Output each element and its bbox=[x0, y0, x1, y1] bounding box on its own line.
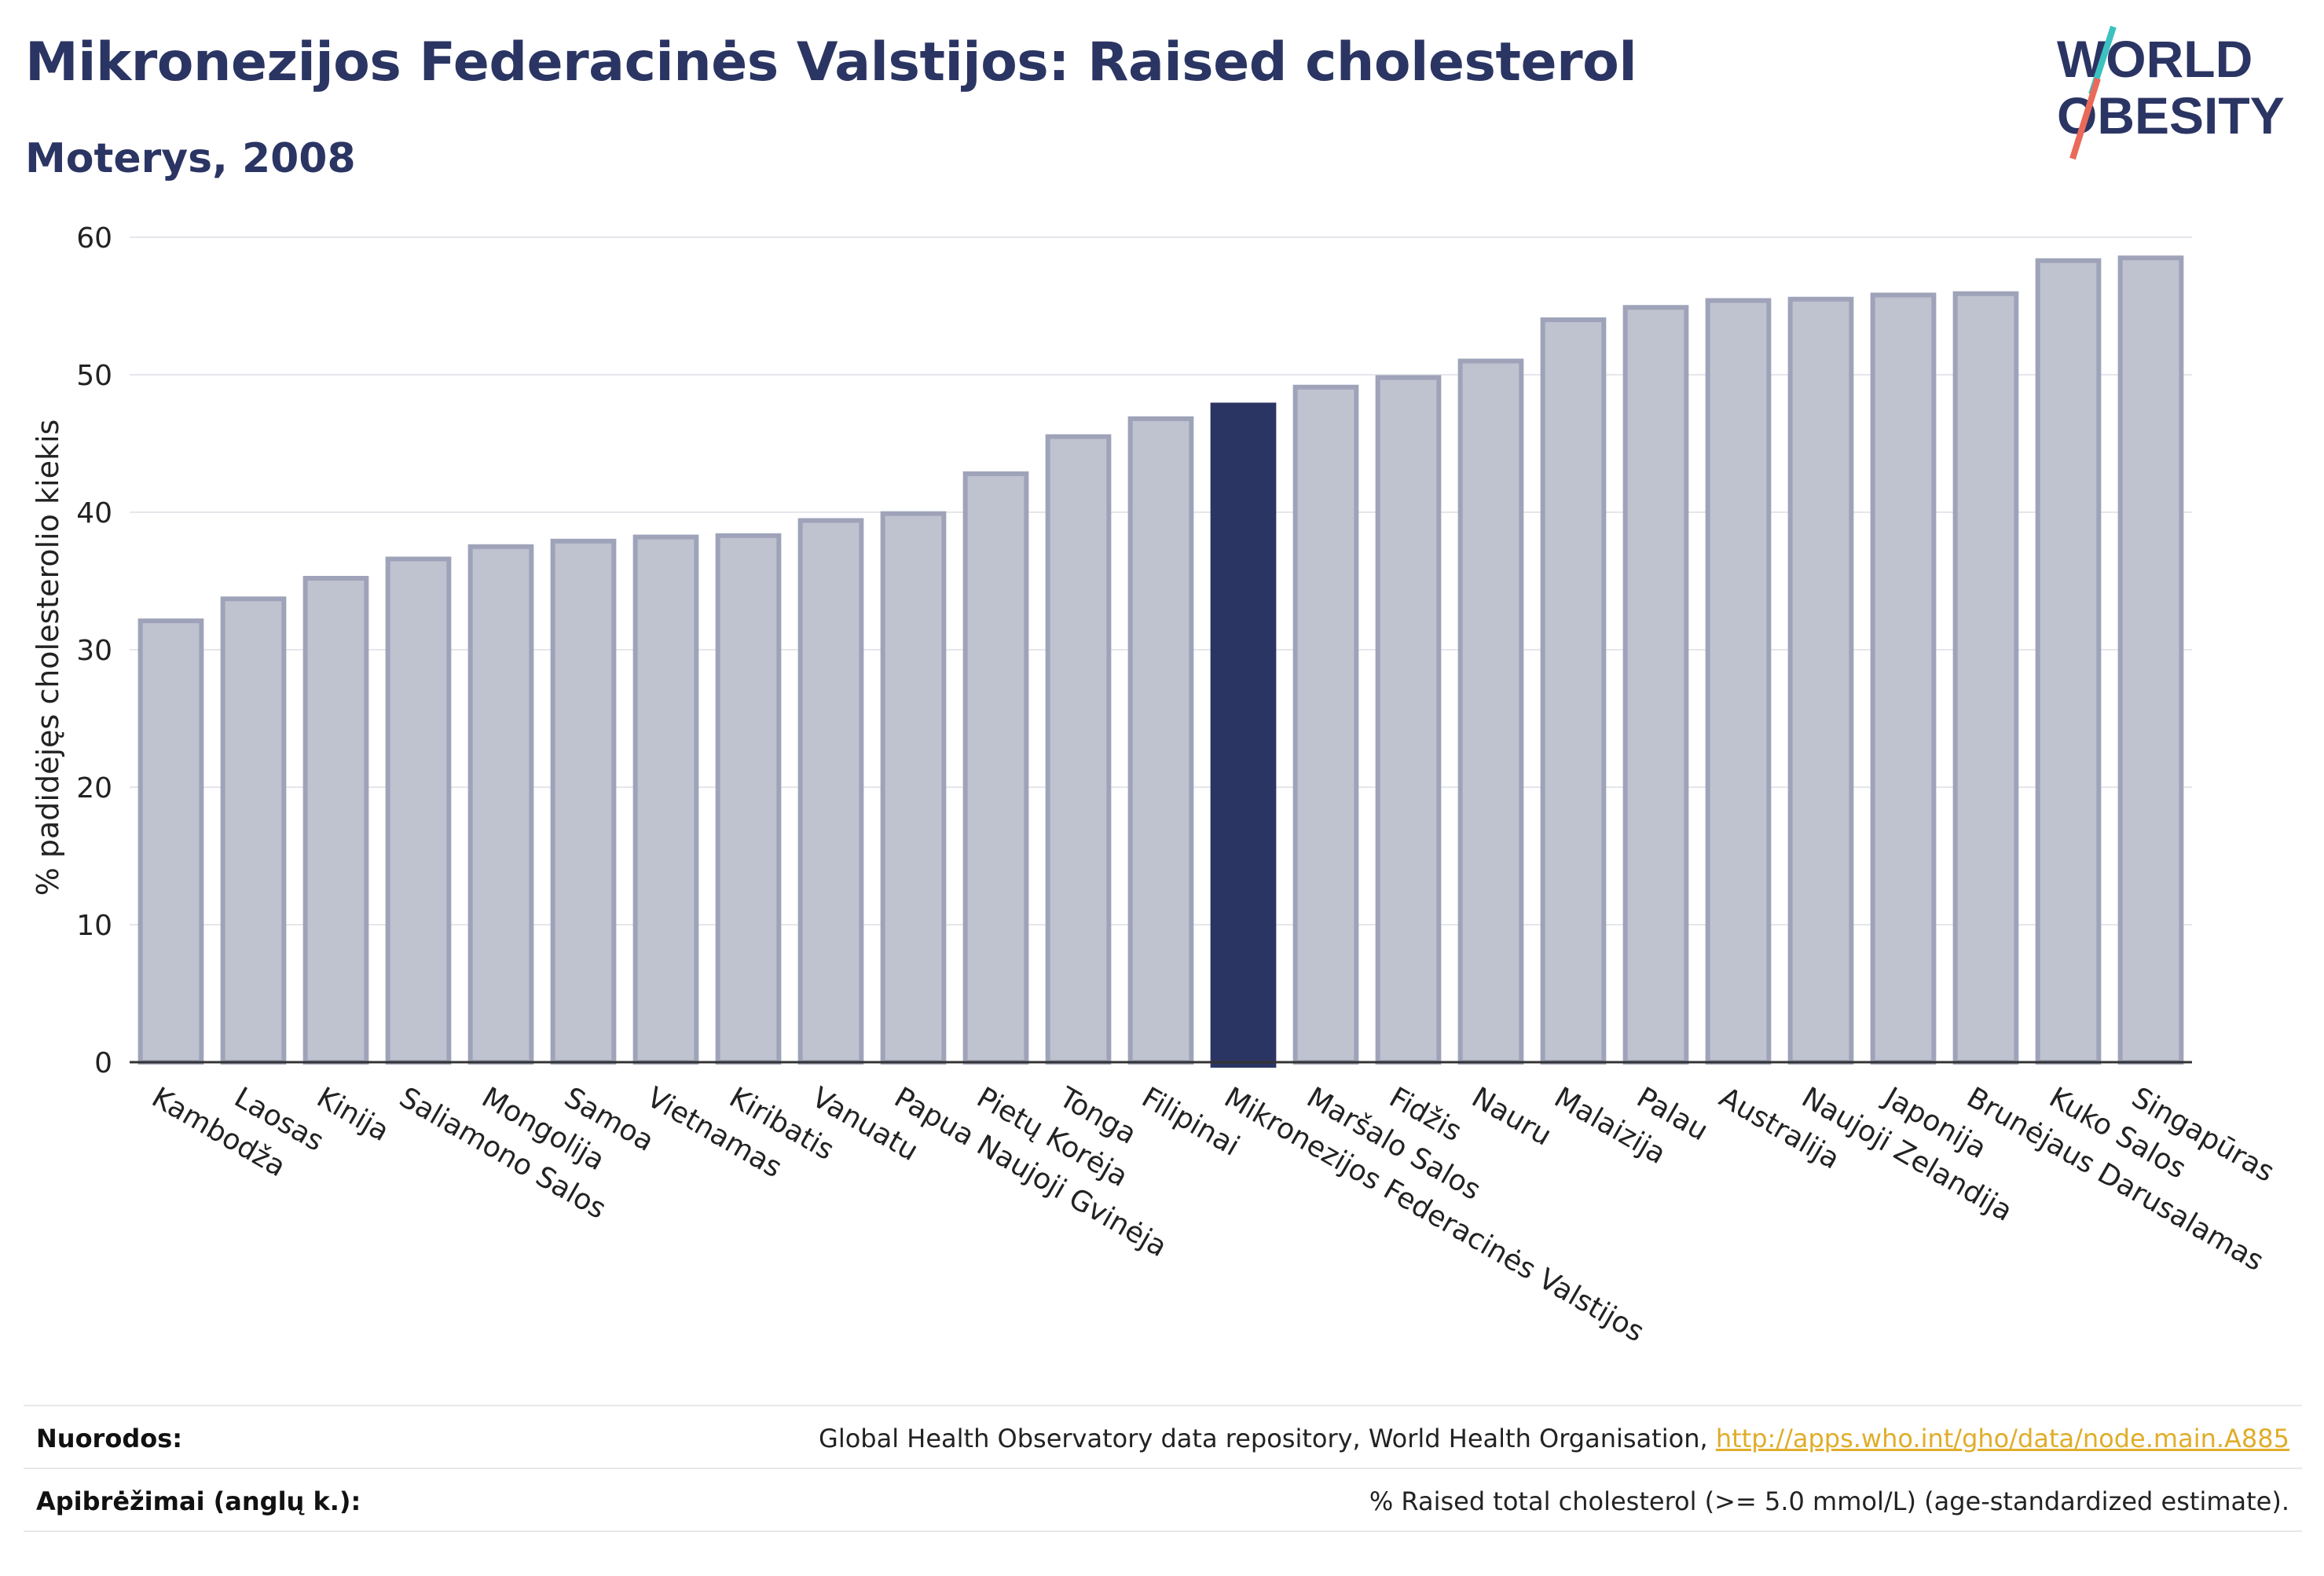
x-tick-label: Nauru bbox=[1466, 1081, 1556, 1152]
bar bbox=[1952, 291, 2019, 1065]
bar bbox=[2117, 255, 2184, 1065]
y-tick-label: 50 bbox=[76, 360, 112, 392]
definitions-label: Apibrėžimai (anglų k.): bbox=[36, 1486, 361, 1516]
bar bbox=[1127, 416, 1194, 1065]
bar bbox=[1292, 384, 1359, 1065]
bar bbox=[302, 576, 369, 1065]
references-link[interactable]: http://apps.who.int/gho/data/node.main.A… bbox=[1715, 1424, 2289, 1453]
bar bbox=[632, 534, 699, 1065]
y-tick-label: 0 bbox=[94, 1047, 112, 1079]
chart-title: Mikronezijos Federacinės Valstijos: Rais… bbox=[25, 31, 1637, 93]
bar bbox=[1045, 434, 1112, 1065]
world-obesity-logo: WORLD OBESITY bbox=[2057, 25, 2285, 160]
bar bbox=[1375, 375, 1442, 1065]
y-tick-label: 40 bbox=[76, 497, 112, 530]
bar bbox=[137, 618, 204, 1065]
footer-references: Nuorodos: Global Health Observatory data… bbox=[24, 1405, 2302, 1469]
bar bbox=[1210, 402, 1277, 1068]
bar bbox=[550, 538, 617, 1065]
y-tick-label: 60 bbox=[76, 222, 112, 255]
bar bbox=[1622, 305, 1689, 1065]
bar bbox=[1705, 298, 1772, 1065]
footer-definitions: Apibrėžimai (anglų k.): % Raised total c… bbox=[24, 1468, 2302, 1532]
bar bbox=[880, 511, 947, 1065]
bar bbox=[220, 596, 287, 1065]
bar bbox=[1540, 317, 1607, 1065]
references-text: Global Health Observatory data repositor… bbox=[819, 1424, 1716, 1453]
references-label: Nuorodos: bbox=[36, 1424, 183, 1453]
bar bbox=[1870, 292, 1937, 1065]
x-tick-label: Brunėjaus Darusalamas bbox=[1961, 1081, 2269, 1277]
bar bbox=[797, 518, 864, 1065]
references-value: Global Health Observatory data repositor… bbox=[819, 1424, 2289, 1453]
y-axis-label: % padidėjęs cholesterolio kiekis bbox=[31, 420, 65, 896]
y-axis-ticks: 0 10 20 30 40 50 60 bbox=[76, 222, 112, 1079]
footer-divider bbox=[24, 1530, 2302, 1532]
chart-subtitle: Moterys, 2008 bbox=[25, 135, 356, 182]
bar bbox=[962, 471, 1029, 1065]
y-tick-label: 20 bbox=[76, 772, 112, 804]
bars bbox=[137, 255, 2184, 1068]
logo-line1: WORLD bbox=[2057, 30, 2253, 88]
bar bbox=[1787, 296, 1854, 1065]
y-tick-label: 30 bbox=[76, 635, 112, 667]
bar bbox=[715, 533, 782, 1065]
bar bbox=[385, 556, 452, 1065]
bar bbox=[2035, 258, 2102, 1065]
bar bbox=[1457, 358, 1524, 1065]
y-tick-label: 10 bbox=[76, 910, 112, 942]
definitions-value: % Raised total cholesterol (>= 5.0 mmol/… bbox=[1369, 1486, 2289, 1516]
bar bbox=[467, 544, 534, 1065]
